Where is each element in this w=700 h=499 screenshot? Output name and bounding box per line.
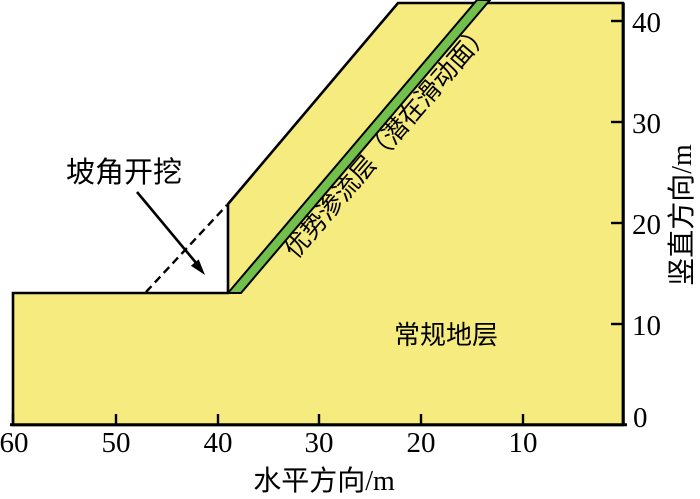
y-tick-label-20: 20 bbox=[632, 209, 661, 241]
x-tick-label-10: 10 bbox=[509, 427, 538, 459]
original-slope-dashed-line bbox=[145, 204, 228, 293]
seepage-band bbox=[225, 0, 492, 294]
y-axis-title: 竖直方向/m bbox=[666, 144, 698, 286]
x-tick-label-40: 40 bbox=[204, 427, 233, 459]
y-axis-ticks bbox=[611, 19, 623, 326]
y-tick-label-40: 40 bbox=[632, 7, 661, 39]
x-tick-label-50: 50 bbox=[102, 427, 131, 459]
y-tick-label-10: 10 bbox=[632, 310, 661, 342]
y-tick-label-0: 0 bbox=[633, 402, 648, 434]
strata-label: 常规地层 bbox=[394, 321, 498, 350]
x-tick-label-30: 30 bbox=[305, 427, 334, 459]
x-tick-label-60: 60 bbox=[0, 427, 29, 459]
excavation-arrow-shaft bbox=[136, 191, 198, 265]
y-tick-label-30: 30 bbox=[632, 108, 661, 140]
x-axis-ticks bbox=[11, 414, 525, 424]
excavation-arrowhead-icon bbox=[190, 259, 205, 275]
excavation-label: 坡角开挖 bbox=[66, 156, 182, 189]
x-tick-label-20: 20 bbox=[407, 427, 436, 459]
x-axis-title: 水平方向/m bbox=[253, 465, 395, 494]
